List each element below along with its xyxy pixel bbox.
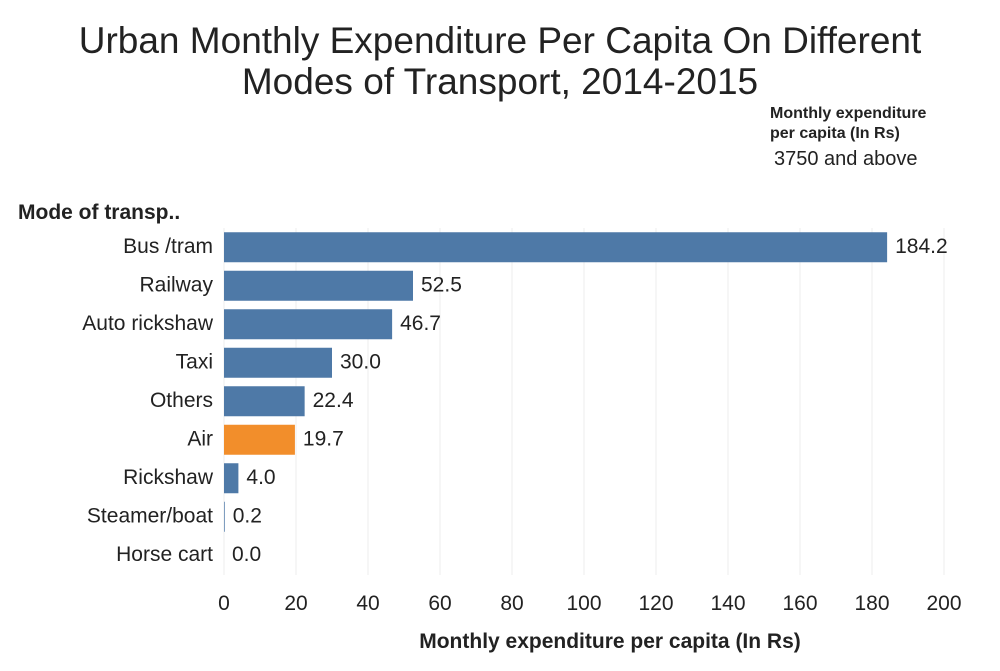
category-label-6: Rickshaw [123, 466, 214, 489]
legend-heading-line-2: per capita (In Rs) [770, 125, 900, 142]
value-label-7: 0.2 [233, 504, 262, 527]
bar-5 [224, 424, 295, 455]
legend-heading: Monthly expenditure per capita (In Rs) [770, 104, 980, 144]
category-axis-header: Mode of transp.. [18, 201, 181, 224]
x-tick-label-9: 180 [854, 592, 889, 615]
category-label-4: Others [150, 389, 213, 412]
bar-4 [224, 386, 305, 417]
chart-title: Urban Monthly Expenditure Per Capita On … [0, 20, 1000, 102]
bar-0 [224, 232, 888, 263]
x-tick-label-5: 100 [566, 592, 601, 615]
x-tick-label-3: 60 [428, 592, 451, 615]
legend-value: 3750 and above [774, 148, 918, 170]
category-label-8: Horse cart [116, 543, 213, 566]
x-tick-label-7: 140 [710, 592, 745, 615]
x-tick-label-1: 20 [284, 592, 307, 615]
value-label-8: 0.0 [232, 543, 261, 566]
category-label-2: Auto rickshaw [82, 312, 214, 335]
value-label-0: 184.2 [895, 235, 948, 258]
bar-1 [224, 270, 413, 301]
bar-6 [224, 463, 239, 494]
value-label-1: 52.5 [421, 273, 462, 296]
category-label-1: Railway [139, 273, 213, 296]
value-label-3: 30.0 [340, 350, 381, 373]
x-tick-label-6: 120 [638, 592, 673, 615]
value-label-6: 4.0 [246, 466, 275, 489]
category-label-3: Taxi [176, 350, 213, 373]
x-tick-label-10: 200 [926, 592, 961, 615]
bar-7 [224, 501, 225, 532]
value-label-4: 22.4 [313, 389, 354, 412]
chart-title-line-2: Modes of Transport, 2014-2015 [241, 61, 759, 102]
x-tick-label-8: 160 [782, 592, 817, 615]
x-tick-label-4: 80 [500, 592, 523, 615]
category-label-5: Air [187, 427, 213, 450]
chart-title-line-1: Urban Monthly Expenditure Per Capita On … [78, 20, 922, 61]
x-axis-title: Monthly expenditure per capita (In Rs) [419, 630, 801, 653]
category-label-7: Steamer/boat [87, 504, 213, 527]
bar-2 [224, 309, 393, 340]
legend: Monthly expenditure per capita (In Rs) 3… [770, 104, 980, 171]
bar-3 [224, 347, 332, 378]
value-label-2: 46.7 [400, 312, 441, 335]
value-label-5: 19.7 [303, 427, 344, 450]
legend-heading-line-1: Monthly expenditure [770, 105, 927, 122]
x-tick-label-2: 40 [356, 592, 379, 615]
category-label-0: Bus /tram [123, 235, 213, 258]
x-tick-label-0: 0 [218, 592, 230, 615]
